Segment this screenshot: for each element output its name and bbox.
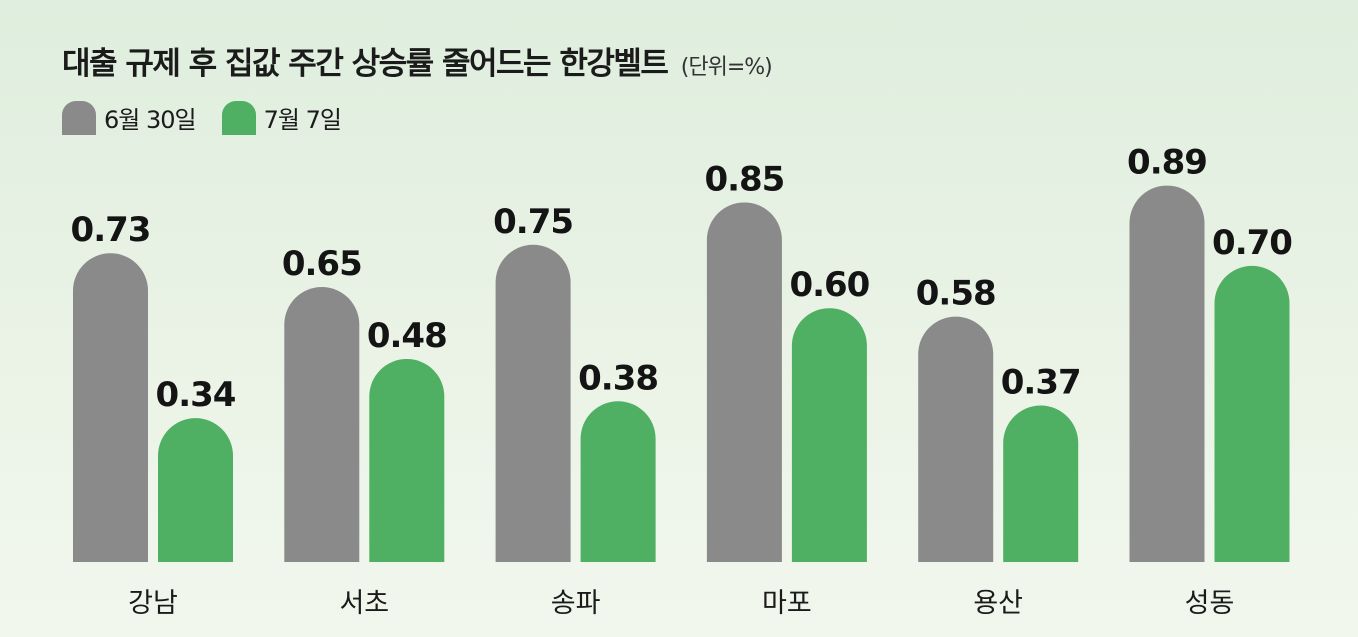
- bar-송파-series-2: [580, 401, 656, 562]
- unit-note: (단위=%): [680, 55, 773, 80]
- category-label-성동: 성동: [1185, 588, 1235, 619]
- value-label-마포-series-2: 0.60: [789, 265, 869, 305]
- bar-강남-series-2: [158, 418, 233, 562]
- bar-서초-series-1: [284, 287, 360, 562]
- bar-성동-series-2: [1214, 265, 1290, 562]
- value-label-송파-series-1: 0.75: [493, 202, 573, 242]
- value-label-송파-series-2: 0.38: [578, 358, 658, 398]
- bar-성동-series-1: [1129, 185, 1205, 562]
- bar-마포-series-1: [706, 202, 782, 562]
- category-label-마포: 마포: [762, 588, 812, 619]
- bar-서초-series-2: [369, 358, 445, 562]
- legend: 6월 30일 7월 7일: [62, 100, 367, 135]
- category-label-용산: 용산: [973, 588, 1023, 619]
- legend-label-series-2: 7월 7일: [263, 106, 342, 134]
- chart-title-text: 대출 규제 후 집값 주간 상승률 줄어드는 한강벨트: [62, 46, 669, 82]
- chart-title: 대출 규제 후 집값 주간 상승률 줄어드는 한강벨트 (단위=%): [62, 38, 773, 83]
- value-label-강남-series-2: 0.34: [156, 375, 236, 415]
- category-label-서초: 서초: [339, 588, 389, 619]
- legend-swatch-series-1: [62, 100, 96, 135]
- bar-용산-series-1: [918, 316, 994, 562]
- value-label-용산-series-1: 0.58: [916, 274, 996, 314]
- bar-용산-series-2: [1003, 405, 1079, 562]
- value-label-서초-series-2: 0.48: [367, 316, 447, 356]
- legend-item-series-1: 6월 30일: [62, 100, 197, 135]
- legend-item-series-2: 7월 7일: [221, 100, 342, 135]
- bar-강남-series-1: [73, 253, 148, 562]
- legend-swatch-series-2: [221, 100, 256, 135]
- bar-마포-series-2: [791, 308, 867, 562]
- value-label-강남-series-1: 0.73: [71, 210, 151, 250]
- category-label-강남: 강남: [128, 588, 178, 619]
- value-label-성동-series-2: 0.70: [1212, 223, 1292, 263]
- value-label-성동-series-1: 0.89: [1127, 143, 1207, 183]
- value-label-서초-series-1: 0.65: [282, 244, 362, 284]
- category-label-송파: 송파: [551, 588, 601, 619]
- value-label-마포-series-1: 0.85: [704, 159, 784, 199]
- bar-송파-series-1: [495, 244, 571, 562]
- value-label-용산-series-2: 0.37: [1001, 362, 1081, 402]
- legend-label-series-1: 6월 30일: [104, 106, 197, 134]
